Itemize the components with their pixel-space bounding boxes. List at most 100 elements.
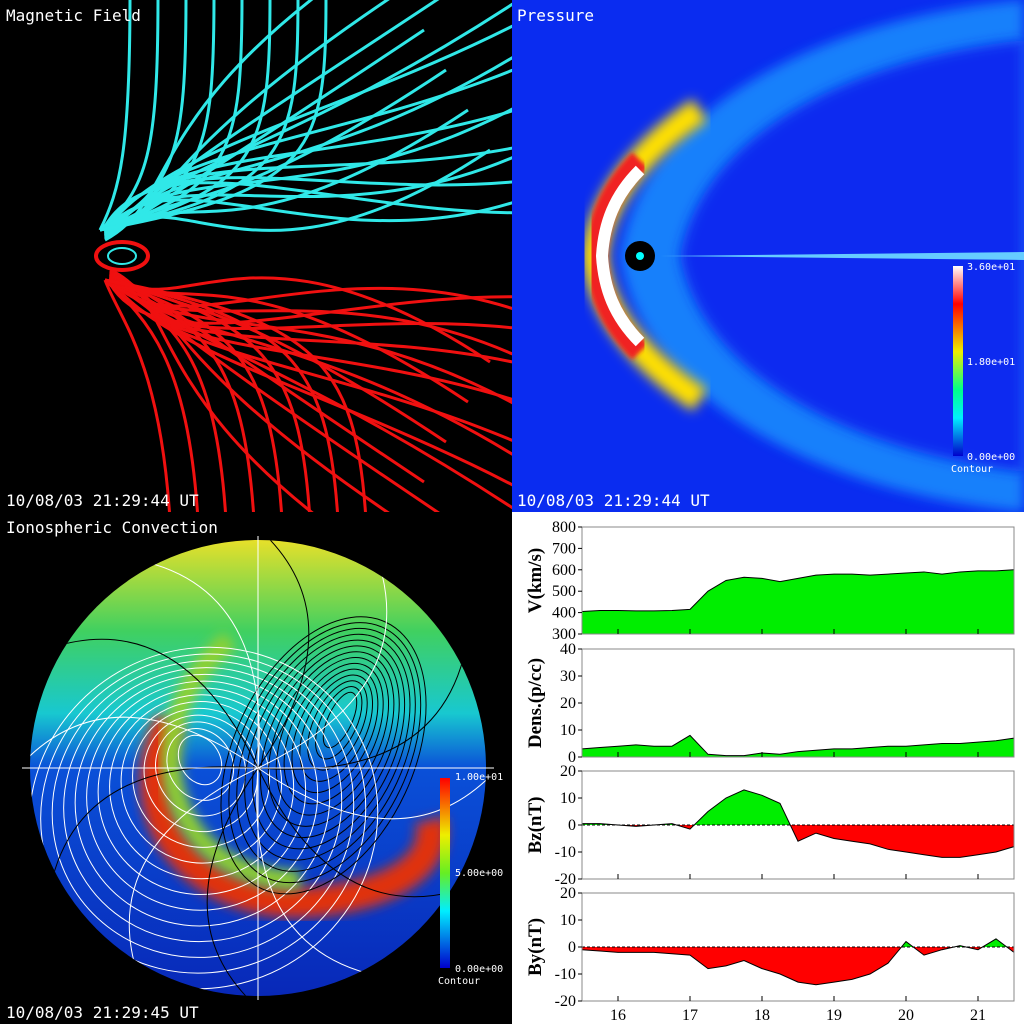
contour [322, 691, 358, 749]
area-positive [582, 938, 1014, 947]
colorbar-label: 1.80e+01 [967, 357, 1015, 368]
green-arc [161, 632, 301, 890]
y-tick-label: 0 [568, 817, 576, 834]
magnetic-field-view [94, 0, 512, 512]
y-tick-label: 0 [568, 749, 576, 766]
y-tick-label: 20 [560, 763, 576, 780]
contour [128, 767, 259, 977]
shock-white [595, 165, 645, 347]
colorbar [953, 266, 963, 456]
contour [206, 767, 259, 996]
field-line [98, 0, 132, 231]
contour [275, 657, 390, 816]
y-tick-label: 400 [552, 605, 576, 622]
contour [256, 767, 379, 977]
y-tick-label: 700 [552, 540, 576, 557]
contour [244, 633, 411, 861]
panel-title: Ionospheric Convection [6, 518, 218, 537]
plot-frame [581, 526, 1015, 635]
earth-core [636, 252, 644, 260]
colorbar-label: 0.00e+00 [455, 964, 503, 975]
y-axis-label: Bz(nT) [525, 797, 546, 854]
y-tick-label: -10 [555, 844, 576, 861]
field-line [99, 0, 188, 232]
area-negative [582, 947, 1014, 985]
field-line [99, 0, 216, 232]
contour [63, 667, 343, 943]
contour [137, 559, 260, 769]
contour [166, 728, 235, 801]
x-tick-label: 21 [970, 1007, 986, 1024]
field-line [99, 0, 160, 232]
x-tick-label: 18 [754, 1007, 770, 1024]
series-line [581, 569, 1015, 613]
contour [220, 616, 427, 895]
colorbar-label: 5.00e+00 [455, 868, 503, 879]
contour [252, 639, 406, 850]
ionosphere-view [22, 536, 494, 1000]
field-line [99, 0, 244, 232]
field-line [104, 278, 367, 512]
inner-field [94, 240, 150, 272]
pressure-view [512, 0, 1024, 512]
colorbar [440, 778, 450, 968]
x-tick-label: 16 [610, 1007, 626, 1024]
contour [257, 767, 486, 820]
contour [236, 627, 416, 872]
contour [257, 559, 388, 769]
contour [51, 660, 355, 958]
field-line [104, 278, 311, 512]
field-line [104, 278, 283, 512]
series-line [581, 938, 1015, 986]
contour [267, 651, 395, 827]
field-line [104, 278, 227, 512]
contour [49, 766, 259, 889]
contour [97, 687, 307, 895]
y-tick-label: 10 [560, 912, 576, 929]
contour [109, 694, 295, 880]
field-line [99, 0, 328, 232]
contour [143, 714, 259, 833]
contour [120, 701, 283, 864]
colorbar-label: 0.00e+00 [967, 452, 1015, 463]
contour [49, 638, 259, 769]
series-line [581, 734, 1015, 757]
y-axis-label: By(nT) [525, 918, 546, 976]
y-tick-label: 500 [552, 583, 576, 600]
contour [283, 662, 384, 805]
colorbar-title: Contour [951, 464, 993, 475]
field-line [99, 0, 300, 232]
panel-title: Pressure [517, 6, 594, 25]
y-tick-label: 10 [560, 790, 576, 807]
area-positive [582, 569, 1014, 634]
field-line [103, 279, 171, 512]
x-tick-label: 20 [898, 1007, 914, 1024]
colorbar-label: 1.00e+01 [455, 772, 503, 783]
x-tick-label: 19 [826, 1007, 842, 1024]
contour [257, 767, 467, 898]
y-tick-label: 20 [560, 885, 576, 902]
y-axis-label: V(km/s) [525, 548, 546, 613]
y-tick-label: 800 [552, 519, 576, 536]
y-tick-label: -10 [555, 966, 576, 983]
contour [86, 680, 319, 911]
timestamp: 10/08/03 21:29:44 UT [517, 491, 710, 510]
area-positive [582, 735, 1014, 757]
field-line [104, 278, 339, 512]
contour [257, 647, 467, 770]
field-line [108, 277, 512, 310]
y-tick-label: 30 [560, 668, 576, 685]
contour [299, 674, 374, 782]
y-tick-label: 10 [560, 722, 576, 739]
x-tick-label: 17 [682, 1007, 698, 1024]
contour [155, 721, 247, 817]
red-arc [139, 713, 447, 918]
y-tick-label: 300 [552, 626, 576, 643]
contour [291, 668, 379, 794]
contour [259, 645, 400, 839]
contour [228, 622, 422, 884]
field-line [104, 278, 255, 512]
field-line [108, 282, 512, 325]
y-axis-label: Dens.(p/cc) [525, 658, 546, 748]
